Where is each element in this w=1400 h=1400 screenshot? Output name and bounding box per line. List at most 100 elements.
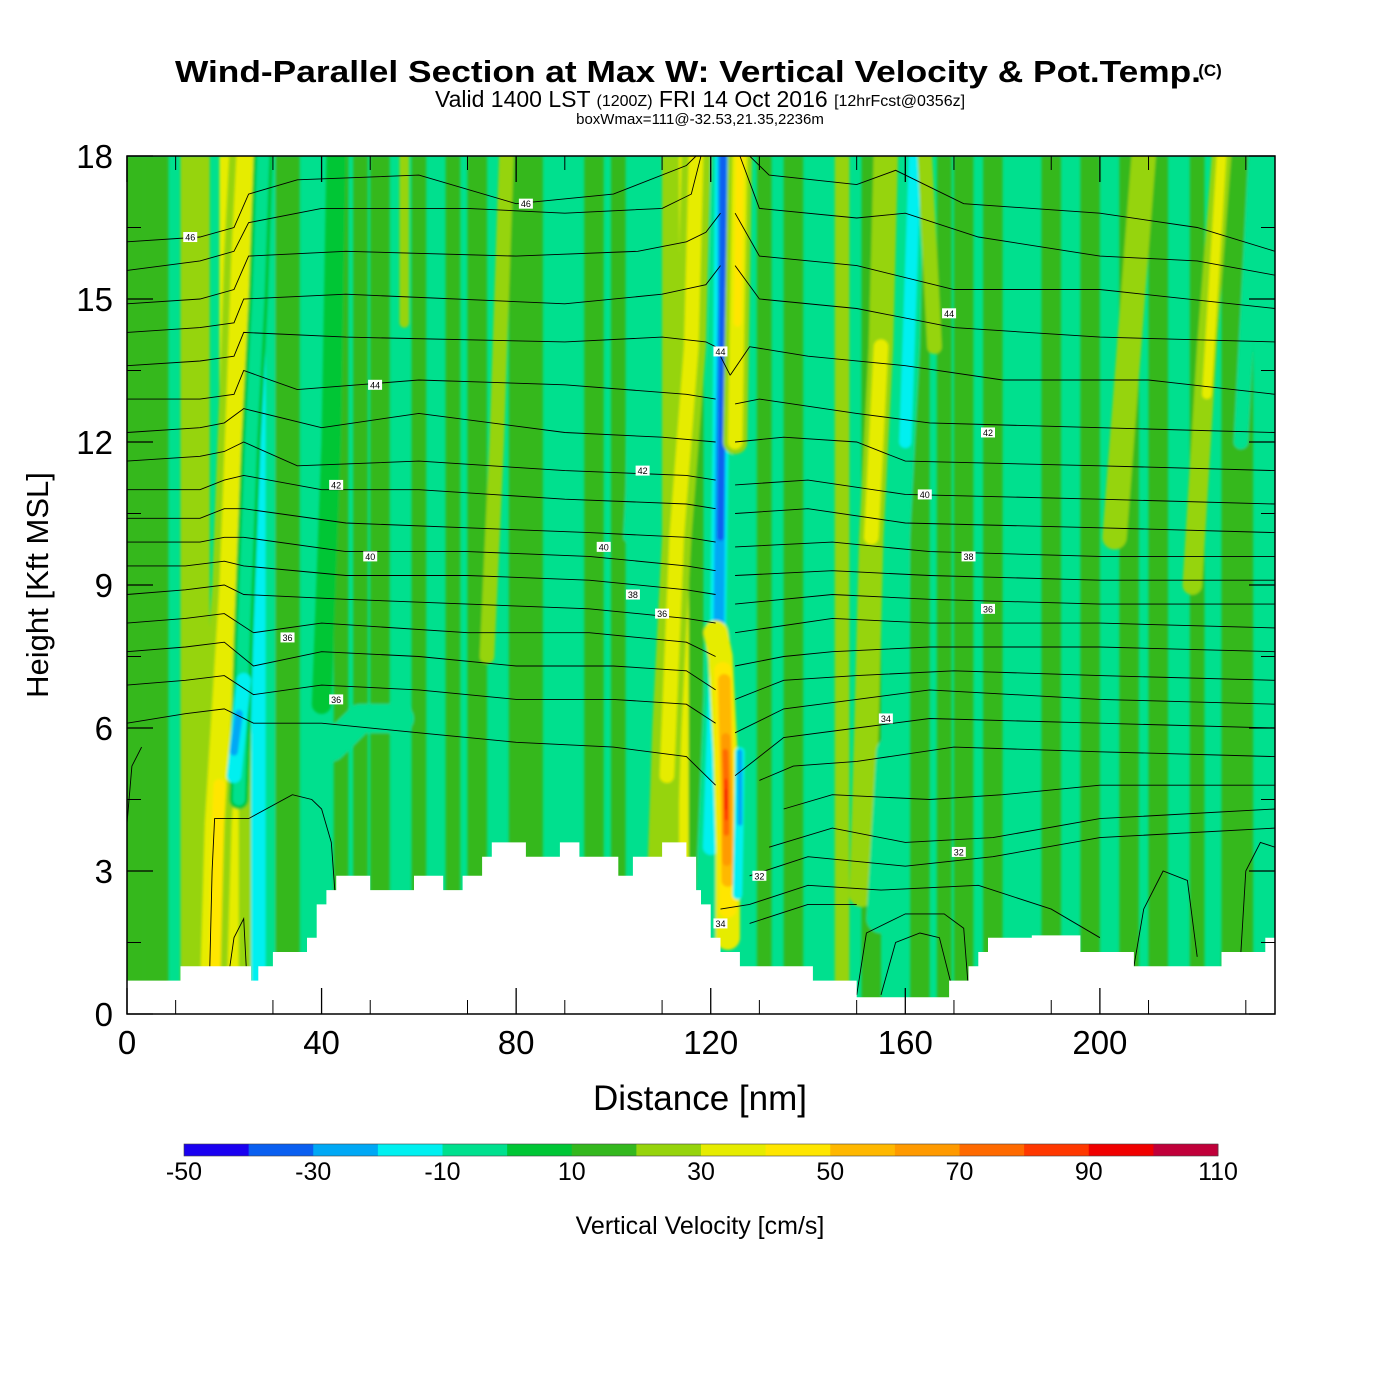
theta-contour <box>127 641 716 691</box>
theta-contour <box>729 346 1275 395</box>
velocity-column <box>936 156 952 1014</box>
theta-contour <box>127 584 716 624</box>
velocity-column <box>445 156 461 1014</box>
colorbar-swatch <box>184 1144 250 1156</box>
velocity-feature <box>864 339 889 545</box>
x-tick-label: 80 <box>498 1024 535 1061</box>
theta-label-box <box>655 608 670 619</box>
theta-label: 44 <box>368 379 383 390</box>
theta-contour <box>127 746 143 824</box>
theta-label-text: 46 <box>185 233 195 243</box>
theta-label-box <box>635 465 650 476</box>
theta-contour <box>209 794 337 972</box>
theta-contour <box>1240 841 1275 953</box>
y-axis-label: Height [Kft MSL] <box>20 472 55 698</box>
theta-contour <box>127 212 721 305</box>
y-tick-label: 6 <box>95 710 113 747</box>
theta-contour <box>735 398 1275 433</box>
theta-label: 36 <box>655 608 670 619</box>
theta-label-text: 46 <box>521 199 531 209</box>
velocity-column <box>411 156 427 1014</box>
velocity-column <box>1041 156 1061 1014</box>
theta-contour <box>735 570 1275 581</box>
velocity-column <box>1080 156 1100 1014</box>
velocity-column <box>834 156 850 1014</box>
theta-label-text: 34 <box>715 919 725 929</box>
y-tick-label: 9 <box>95 567 113 604</box>
colorbar-swatch <box>248 1144 314 1156</box>
theta-label: 38 <box>961 551 976 562</box>
theta-label-text: 34 <box>881 714 891 724</box>
theta-contour <box>749 903 857 924</box>
colorbar-tick-label: 50 <box>816 1158 844 1186</box>
velocity-feature <box>1233 156 1263 450</box>
theta-contour <box>735 594 1275 605</box>
theta-label: 40 <box>363 551 378 562</box>
colorbar-swatch <box>894 1144 960 1156</box>
theta-label: 32 <box>752 870 767 881</box>
velocity-feature <box>733 156 744 327</box>
theta-label-box <box>280 632 295 643</box>
colorbar-frame <box>183 1143 1219 1157</box>
velocity-column <box>353 156 368 1014</box>
colorbar-tick-label: 30 <box>687 1158 715 1186</box>
theta-isentropes <box>127 156 1275 996</box>
velocity-column <box>783 156 804 1014</box>
theta-contour <box>735 617 1275 634</box>
theta-label-text: 42 <box>331 480 341 490</box>
colorbar-tick-label: -50 <box>166 1158 202 1186</box>
velocity-feature <box>623 341 643 543</box>
velocity-feature <box>1202 156 1227 400</box>
theta-label: 42 <box>981 427 995 438</box>
theta-label: 44 <box>713 346 728 357</box>
theta-contour <box>734 718 1275 777</box>
copyright-mark: (C) <box>1198 61 1222 80</box>
velocity-column <box>467 156 487 1014</box>
theta-label-text: 36 <box>283 633 293 643</box>
x-tick-label: 120 <box>683 1024 738 1061</box>
theta-label-box <box>713 346 728 357</box>
y-tick-label: 15 <box>76 281 113 318</box>
theta-contour <box>127 708 716 786</box>
theta-contour <box>720 884 1101 939</box>
colorbar-swatch <box>313 1144 379 1156</box>
theta-label: 44 <box>942 308 957 319</box>
theta-label: 46 <box>183 232 198 243</box>
theta-label-box <box>329 694 344 705</box>
chart-title: Wind-Parallel Section at Max W: Vertical… <box>175 54 1201 89</box>
theta-label-text: 36 <box>657 609 667 619</box>
velocity-feature <box>866 737 906 934</box>
theta-label-box <box>981 603 995 614</box>
theta-contour <box>759 746 1275 781</box>
subtitle-valid-time: Valid 1400 LST <box>435 86 591 112</box>
colorbar-swatch <box>830 1144 896 1156</box>
theta-label: 34 <box>878 713 893 724</box>
colorbar-swatch <box>1024 1144 1090 1156</box>
theta-label-box <box>329 479 344 490</box>
theta-contour-labels: 46 46 44 44 44 42 42 42 40 40 40 38 38 36 36 36 36 34 34 32… <box>183 198 995 929</box>
velocity-feature <box>230 709 243 756</box>
colorbar-swatch <box>442 1144 508 1156</box>
theta-label-text: 42 <box>638 466 648 476</box>
theta-label: 42 <box>635 465 650 476</box>
colorbar-swatch <box>701 1144 767 1156</box>
theta-label-box <box>961 551 976 562</box>
theta-contour <box>856 913 969 995</box>
theta-label-box <box>878 713 893 724</box>
velocity-feature <box>717 156 727 541</box>
velocity-column <box>584 156 604 1014</box>
theta-contour <box>749 156 1275 252</box>
theta-contour <box>127 613 716 657</box>
theta-label: 42 <box>329 479 344 490</box>
theta-label-box <box>363 551 378 562</box>
y-tick-label: 0 <box>95 996 113 1033</box>
velocity-feature <box>1014 601 1035 688</box>
y-tick-label: 12 <box>76 424 113 461</box>
theta-label-text: 44 <box>715 347 725 357</box>
subtitle-date: FRI 14 Oct 2016 <box>659 86 828 112</box>
theta-label-text: 42 <box>983 428 993 438</box>
theta-contour <box>127 536 716 572</box>
x-tick-label: 40 <box>303 1024 340 1061</box>
theta-contour <box>127 408 716 443</box>
